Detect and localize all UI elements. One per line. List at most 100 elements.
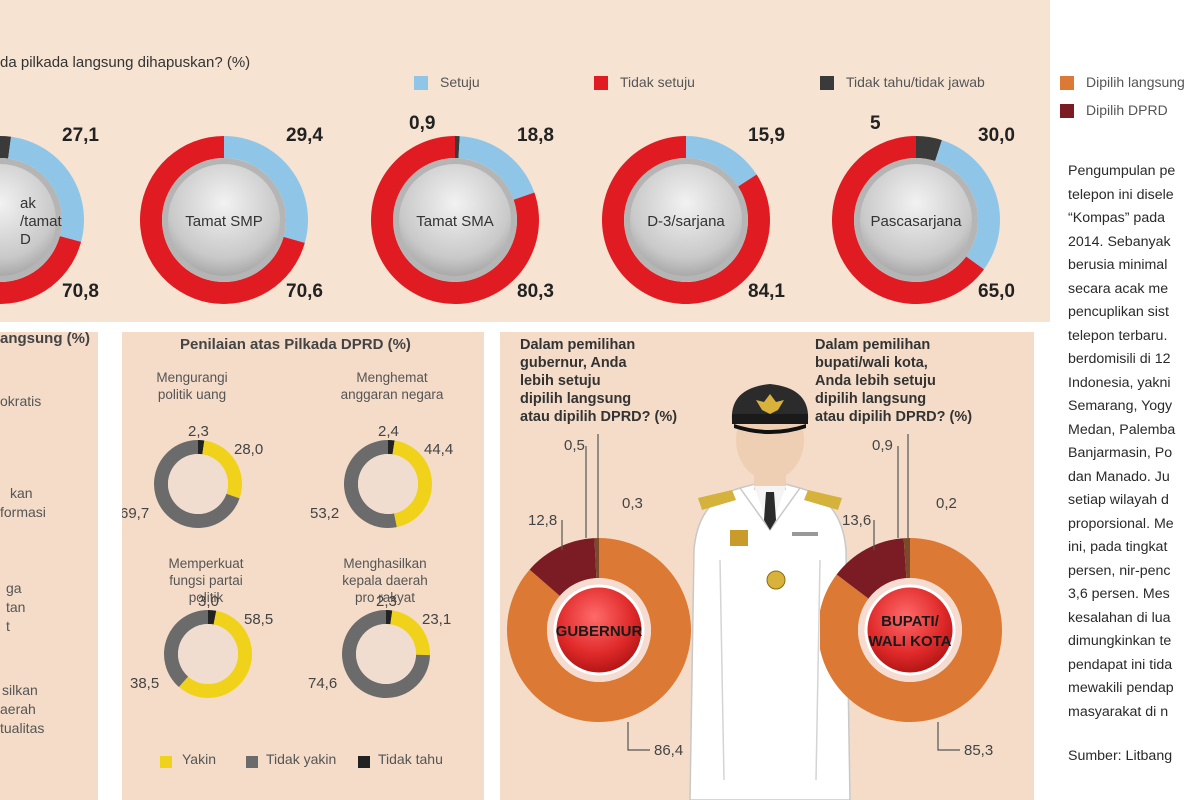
mini-ring-value-yakin: 44,4: [424, 441, 453, 458]
mini-ring-title: politik: [189, 590, 224, 605]
ring-value-setuju: 18,8: [517, 125, 554, 146]
ring-center: [168, 164, 280, 276]
middle-panel: [122, 332, 484, 800]
big-donut-value-langsung: 85,3: [964, 742, 993, 759]
legend-swatch-tidak-tahu-2: [358, 756, 370, 768]
legend-swatch-tidak-tahu: [820, 76, 834, 90]
big-donut-value-langsung: 86,4: [654, 742, 683, 759]
mini-ring-title: kepala daerah: [342, 573, 428, 588]
mini-ring-segment-tidak_tahu: [386, 610, 393, 625]
legend-label-tidak-tahu: Tidak tahu/tidak jawab: [846, 74, 985, 90]
ring-center: [860, 164, 972, 276]
methodology-line: Banjarmasin, Po: [1068, 445, 1173, 461]
mini-ring-value-tidak-yakin: 69,7: [122, 505, 149, 522]
left-panel-title: angsung (%): [0, 330, 90, 347]
mini-ring-segment-yakin: [392, 440, 432, 528]
methodology-line: persen, nir-penc: [1068, 562, 1171, 579]
mini-ring-title: Menghemat: [356, 370, 428, 385]
divider-vertical-1: [98, 332, 122, 800]
legend-swatch-tidak-yakin: [246, 756, 258, 768]
mini-ring-value-yakin: 23,1: [422, 611, 451, 628]
legend-label-setuju: Setuju: [440, 74, 480, 90]
leader-line: [937, 722, 960, 751]
mini-ring-segment-tidak_yakin: [154, 440, 240, 528]
ring-segment-tahu: [916, 136, 942, 162]
left-fragment-6: t: [6, 618, 10, 634]
methodology-line: telepon ini disele: [1068, 186, 1174, 203]
bupati-question-line: dipilih langsung: [815, 391, 927, 407]
ring-center-label: D: [20, 231, 31, 248]
methodology-line: berusia minimal: [1068, 257, 1168, 273]
ring-center-label: ak: [20, 195, 36, 212]
legend-swatch-dipilih-langsung: [1060, 76, 1074, 90]
methodology-line: kesalahan di lua: [1068, 609, 1171, 626]
mini-ring-title: pro rakyat: [355, 590, 415, 605]
divider-vertical-3: [1034, 332, 1050, 800]
methodology-line: ini, pada tingkat: [1068, 539, 1168, 555]
ring-segment-setuju: [686, 136, 757, 187]
big-donut-center: [864, 584, 956, 676]
big-donut-value-minor-1: 0,5: [564, 437, 585, 454]
bupati-question-line: Anda lebih setuju: [815, 373, 936, 389]
gubernur-pie-chart: GUBERNUR 0,5 0,3 12,8 86,4: [507, 434, 691, 759]
big-donut-segment-dprd: [836, 538, 907, 599]
mini-ring-title: Mengurangi: [156, 370, 227, 385]
mini-ring-segment-tidak_tahu: [198, 440, 205, 455]
ring-center: [0, 164, 56, 276]
mini-ring-segment-tidak_tahu: [388, 440, 395, 455]
mini-ring-value-tidak-yakin: 53,2: [310, 505, 339, 522]
big-donut-center: [553, 584, 645, 676]
ring-value-setuju: 15,9: [748, 125, 785, 146]
gubernur-question-line: Dalam pemilihan: [520, 337, 636, 353]
mini-ring-value-tidak-tahu: 3,0: [198, 593, 219, 610]
ring-value-setuju: 29,4: [286, 125, 323, 146]
ring-value-tidak-tahu: 0,9: [409, 113, 435, 134]
big-donut-segment-dprd: [529, 538, 597, 596]
ring-value-tidak-setuju: 70,6: [286, 281, 323, 302]
methodology-line: pencuplikan sist: [1068, 304, 1169, 320]
mini-ring-segment-yakin: [390, 610, 430, 656]
big-donut-segment-other: [594, 538, 599, 579]
methodology-line: 2014. Sebanyak: [1068, 233, 1171, 250]
left-fragment-2: kan: [10, 485, 33, 501]
left-fragment-8: aerah: [0, 701, 36, 717]
ring-value-tidak-setuju: 84,1: [748, 281, 785, 302]
mini-ring-title: politik uang: [158, 387, 226, 402]
mini-ring-value-tidak-tahu: 2,3: [188, 423, 209, 440]
left-panel: [0, 332, 98, 800]
big-donut-value-minor-1: 0,9: [872, 437, 893, 454]
ring-center-label: /tamat: [20, 213, 63, 230]
ring-segment-tidak: [0, 236, 82, 304]
big-donut-value-minor-2: 0,2: [936, 495, 957, 512]
ring-value-tidak-setuju: 65,0: [978, 281, 1015, 302]
big-donut-segment-langsung: [820, 538, 1002, 722]
ring-center-label: Pascasarjana: [871, 213, 963, 230]
legend-label-yakin: Yakin: [182, 751, 216, 767]
source-text: Sumber: Litbang: [1068, 748, 1173, 764]
big-donut-center-label: BUPATI/: [881, 613, 940, 630]
bupati-pie-chart: BUPATI/WALI KOTA 0,9 0,2 13,6 85,3: [820, 434, 1002, 759]
ring-center: [630, 164, 742, 276]
legend-swatch-yakin: [160, 756, 172, 768]
mini-ring-center: [356, 624, 416, 684]
methodology-line: setiap wilayah d: [1068, 492, 1169, 508]
mini-ring-segment-tidak_yakin: [344, 440, 397, 528]
left-fragment-4: ga: [6, 580, 22, 596]
divider-vertical-2: [484, 332, 500, 800]
mini-ring-segment-yakin: [178, 610, 253, 698]
mini-ring-center: [168, 454, 228, 514]
ring-segment-setuju: [8, 136, 84, 242]
leader-line: [627, 722, 650, 751]
divider-horizontal: [0, 322, 1050, 332]
legend-swatch-tidak-setuju: [594, 76, 608, 90]
ring-center-label: Tamat SMP: [185, 213, 263, 230]
gubernur-question: Dalam pemilihan gubernur, Anda lebih set…: [520, 336, 677, 426]
top-chart-title: da pilkada langsung dihapuskan? (%): [0, 54, 251, 71]
methodology-line: masyarakat di n: [1068, 703, 1169, 720]
methodology-line: Pengumpulan pe: [1068, 163, 1176, 179]
ring-segment-tidak: [832, 136, 984, 304]
mini-ring-center: [358, 454, 418, 514]
big-donut-segment-other: [903, 538, 910, 579]
official-figure-illustration: [689, 384, 851, 800]
